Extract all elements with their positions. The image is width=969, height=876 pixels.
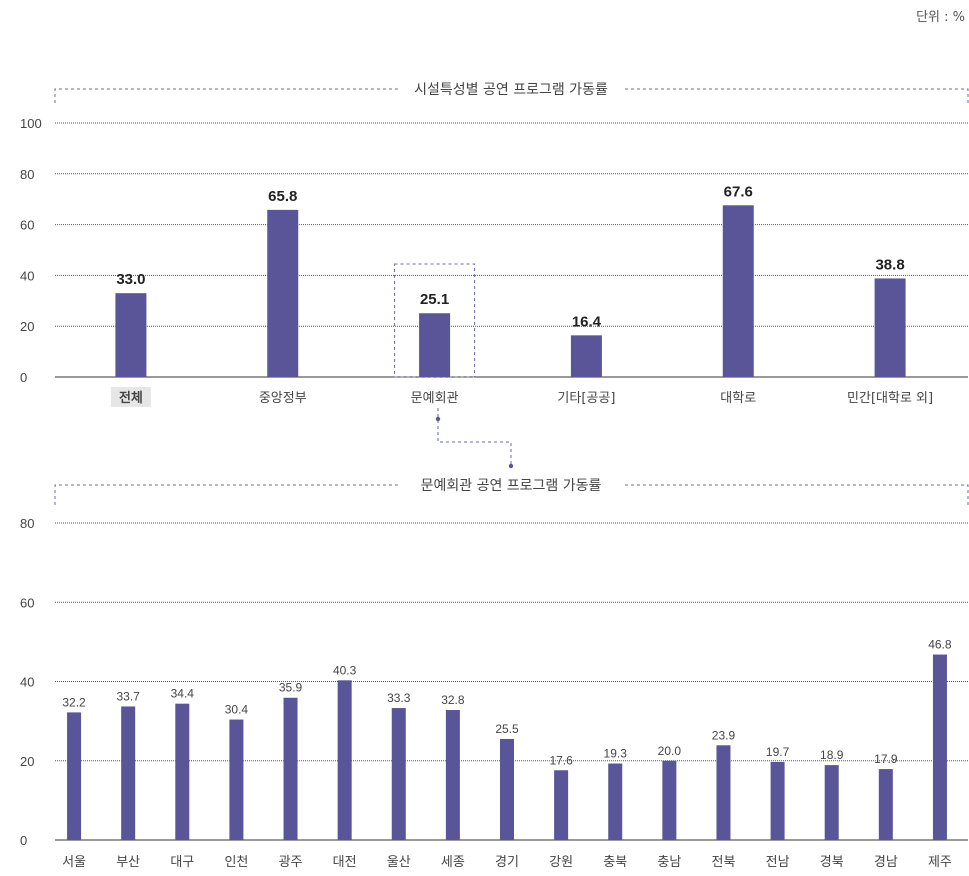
chart2-labels: 0 20 40 60 80 32.2 서울 33.7 부산 34.4 대구 30.4 인천 35.9 광주 4… [20,516,952,870]
chart2-bar [337,680,352,840]
chart2-value-label: 19.7 [766,745,790,759]
chart1-category-label: 대학로 [720,391,756,406]
chart2-category-label: 경기 [495,855,519,870]
chart2-value-label: 17.6 [549,753,573,767]
chart1-bar [874,278,906,377]
chart2-category-label: 경남 [874,855,898,870]
chart1-category-highlight [110,387,151,407]
chart1-ytick-label: 20 [20,319,34,334]
chart2-category-label: 전북 [712,855,736,870]
chart2-bar [824,765,839,840]
chart1-value-label: 33.0 [116,271,145,288]
chart2-ytick-label: 20 [20,754,34,769]
chart2-ytick-label: 60 [20,595,34,610]
chart1-bar [419,313,451,377]
chart1-bar [267,209,299,377]
chart1-value-label: 38.8 [875,256,904,273]
chart2-category-label: 인천 [224,855,248,870]
chart1-ytick-label: 40 [20,268,34,283]
chart1-category-label: 민간[대학로 외] [847,391,933,406]
chart2-bar [175,703,190,840]
chart1-ytick-label: 0 [20,370,27,385]
chart2-bar [662,760,677,840]
chart2-bar [878,769,893,840]
chart2-value-label: 32.2 [62,695,86,709]
chart2-title: 문예회관 공연 프로그램 가동률 [421,478,602,494]
chart2-value-label: 20.0 [658,744,682,758]
chart2-category-label: 강원 [549,855,573,870]
chart2-value-label: 18.9 [820,748,844,762]
unit-label: 단위 : % [916,10,965,25]
chart1-category-label: 중앙정부 [259,391,307,406]
chart2-category-label: 세종 [441,855,465,870]
chart2-bar [67,712,82,840]
chart2-bar [121,706,136,840]
chart1-ytick-label: 80 [20,167,34,182]
chart1-value-label: 25.1 [420,291,449,308]
chart2-value-label: 34.4 [171,687,195,701]
chart2-bar [770,761,785,840]
chart2-value-label: 40.3 [333,663,357,677]
chart2-bar [554,770,569,840]
chart2-value-label: 30.4 [225,703,249,717]
chart2-category-label: 대구 [170,855,194,870]
chart2-value-label: 19.3 [604,747,628,761]
chart1-category-label: 기타[공공] [557,391,615,406]
chart2-category-label: 대전 [333,855,357,870]
chart1-bars [115,205,906,377]
chart2-bar [283,697,298,840]
chart1-bar [570,335,602,377]
chart2-ytick-label: 80 [20,516,34,531]
chart2-category-label: 충북 [603,855,627,870]
chart1-labels: 0 20 40 60 80 100 33.0 전체 65.8 중앙정부 25.1 문예회관 16.4 기타… [20,116,933,407]
chart2-bar [608,763,623,840]
chart1-category-label: 문예회관 [411,391,459,406]
chart2-bar [229,719,244,840]
chart2-value-label: 33.3 [387,691,411,705]
chart2-category-label: 경북 [820,855,844,870]
chart2-category-label: 충남 [657,855,681,870]
chart2-category-label: 전남 [766,855,790,870]
chart2-bar [932,654,947,840]
chart2-value-label: 23.9 [712,728,736,742]
chart2-category-label: 광주 [279,855,303,870]
chart1-ytick-label: 60 [20,218,34,233]
chart2-bars [67,654,947,840]
focus-connector [435,408,514,469]
chart2-ytick-label: 0 [20,833,27,848]
chart2-bar [445,710,460,840]
chart1-value-label: 67.6 [724,183,753,200]
chart1-grid [55,122,968,378]
chart2-value-label: 32.8 [441,693,465,707]
chart2-value-label: 25.5 [495,722,519,736]
chart2-bar [500,738,514,840]
chart1-title: 시설특성별 공연 프로그램 가동률 [414,82,608,98]
chart1-title-frame [54,88,969,103]
chart1-bar [722,205,754,377]
chart1-value-label: 65.8 [268,188,297,205]
chart2-value-label: 35.9 [279,681,303,695]
chart2-title-frame [54,484,969,505]
chart1-category-label: 전체 [119,390,143,406]
chart1-ytick-label: 100 [20,116,42,131]
chart2-value-label: 17.9 [874,752,898,766]
chart2-bar [716,745,731,840]
chart1-bar [115,293,147,377]
chart2-ytick-label: 40 [20,675,34,690]
chart2-value-label: 46.8 [928,638,952,652]
chart2-value-label: 33.7 [116,689,140,703]
chart2-category-label: 울산 [387,855,411,870]
chart2-category-label: 제주 [928,855,952,870]
chart2-category-label: 서울 [62,855,86,870]
chart1-value-label: 16.4 [572,313,602,330]
chart2-category-label: 부산 [116,855,140,870]
chart2-bar [391,708,406,840]
